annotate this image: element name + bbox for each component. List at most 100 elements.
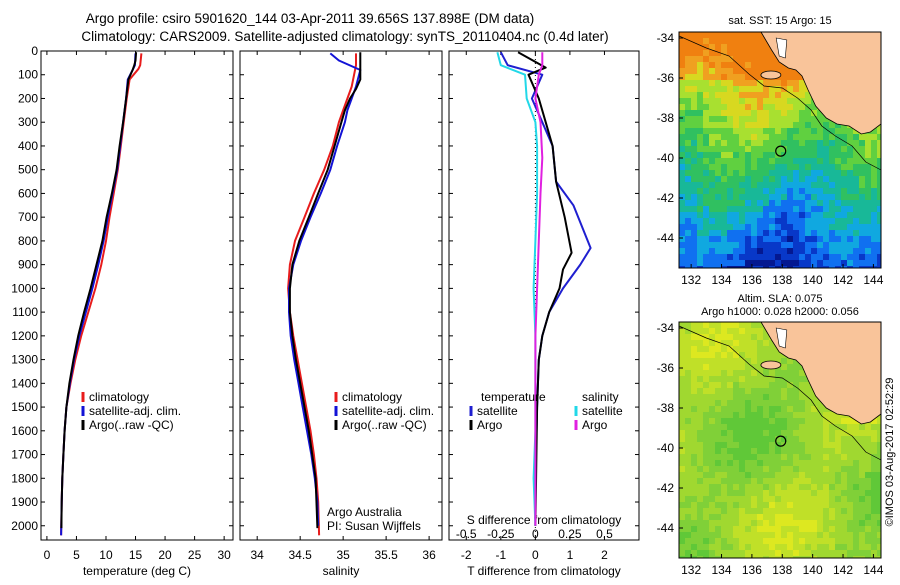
map-cell — [751, 532, 758, 539]
map-cell — [691, 188, 698, 195]
figure-title-line1: Argo profile: csiro 5901620_144 03-Apr-2… — [86, 11, 535, 26]
map-cell — [853, 152, 860, 159]
map-cell — [829, 212, 836, 219]
map-cell — [769, 550, 776, 557]
map-cell — [691, 514, 698, 521]
map-cell — [733, 254, 740, 261]
map-cell — [685, 206, 692, 213]
map-cell — [727, 152, 734, 159]
map-cell — [697, 382, 704, 389]
map-cell — [817, 484, 824, 491]
map-cell — [751, 322, 758, 329]
map-cell — [715, 478, 722, 485]
legend-label-temperature: Argo(..raw -QC) — [89, 418, 174, 432]
map-cell — [835, 418, 842, 425]
map-cell — [733, 122, 740, 129]
map-cell — [841, 490, 848, 497]
map-cell — [751, 328, 758, 335]
map-cell — [871, 418, 878, 425]
map-cell — [727, 496, 734, 503]
map-cell — [769, 170, 776, 177]
map-cell — [763, 128, 770, 135]
map-cell — [709, 206, 716, 213]
map-cell — [697, 532, 704, 539]
map-cell — [877, 158, 881, 165]
x-tick-label-salinity: 34.5 — [288, 548, 312, 562]
map-cell — [745, 86, 752, 93]
map-cell — [721, 152, 728, 159]
map-frame-sla-map — [678, 321, 882, 559]
map-cell — [859, 538, 866, 545]
map-cell — [775, 134, 782, 141]
map-cell — [703, 68, 710, 75]
map-y-tick-label: -34 — [657, 321, 675, 335]
map-cell — [727, 364, 734, 371]
map-cell — [853, 424, 860, 431]
map-cell — [757, 346, 764, 353]
map-cell — [769, 424, 776, 431]
map-cell — [691, 266, 698, 268]
map-cell — [787, 370, 794, 377]
map-cell — [847, 236, 854, 243]
map-cell — [853, 254, 860, 261]
map-cell — [823, 170, 830, 177]
map-cell — [691, 328, 698, 335]
map-cell — [733, 116, 740, 123]
map-cell — [685, 370, 692, 377]
map-cell — [685, 532, 692, 539]
x-tick-label-salinity: 35.5 — [374, 548, 398, 562]
map-cell — [685, 394, 692, 401]
map-cell — [757, 32, 764, 39]
map-cell — [799, 538, 806, 545]
map-cell — [715, 116, 722, 123]
map-cell — [859, 472, 866, 479]
map-cell — [823, 448, 830, 455]
map-cell — [823, 266, 830, 268]
map-cell — [757, 526, 764, 533]
map-cell — [691, 376, 698, 383]
map-cell — [781, 200, 788, 207]
map-cell — [799, 556, 806, 558]
map-cell — [793, 412, 800, 419]
map-cell — [685, 556, 692, 558]
map-cell — [745, 98, 752, 105]
map-cell — [847, 448, 854, 455]
map-cell — [811, 230, 818, 237]
map-cell — [703, 346, 710, 353]
map-cell — [817, 496, 824, 503]
map-cell — [691, 502, 698, 509]
map-cell — [865, 200, 872, 207]
map-cell — [697, 182, 704, 189]
map-cell — [733, 206, 740, 213]
map-cell — [751, 212, 758, 219]
map-cell — [781, 176, 788, 183]
map-cell — [703, 322, 710, 329]
map-cell — [721, 158, 728, 165]
map-cell — [793, 164, 800, 171]
map-cell — [703, 430, 710, 437]
map-cell — [865, 424, 872, 431]
map-cell — [757, 194, 764, 201]
map-cell — [763, 448, 770, 455]
map-cell — [817, 490, 824, 497]
map-cell — [691, 334, 698, 341]
map-cell — [721, 62, 728, 69]
map-cell — [727, 170, 734, 177]
map-cell — [697, 134, 704, 141]
map-cell — [709, 176, 716, 183]
map-cell — [817, 152, 824, 159]
map-cell — [775, 352, 782, 359]
map-cell — [769, 460, 776, 467]
map-cell — [751, 236, 758, 243]
map-cell — [721, 38, 728, 45]
map-cell — [865, 212, 872, 219]
map-cell — [703, 260, 710, 267]
map-cell — [805, 514, 812, 521]
y-tick-label-depth: 1400 — [11, 376, 38, 390]
map-cell — [721, 80, 728, 87]
map-cell — [769, 352, 776, 359]
map-cell — [751, 146, 758, 153]
map-cell — [865, 164, 872, 171]
map-cell — [745, 394, 752, 401]
map-cell — [847, 466, 854, 473]
